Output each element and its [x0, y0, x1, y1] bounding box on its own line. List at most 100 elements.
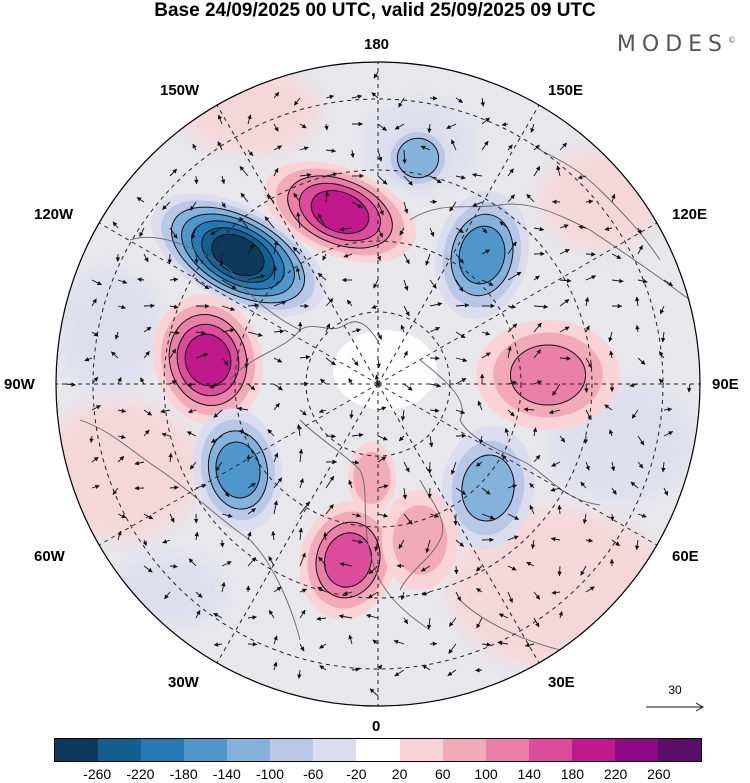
- wind-arrow: [143, 429, 150, 437]
- wind-arrow: [481, 352, 491, 359]
- wind-arrow: [136, 197, 145, 203]
- wind-arrow: [475, 667, 483, 673]
- wind-arrow: [499, 221, 509, 229]
- wind-arrow: [319, 643, 327, 649]
- lon-label-90e: 90E: [712, 376, 739, 393]
- wind-arrow: [398, 97, 405, 108]
- wind-arrow: [580, 481, 587, 489]
- wind-arrow: [420, 565, 431, 572]
- wind-arrow: [634, 296, 640, 307]
- wind-arrow: [194, 253, 199, 264]
- wind-arrow: [377, 227, 383, 238]
- wind-arrow: [273, 635, 278, 645]
- wind-arrow: [237, 406, 249, 412]
- wind-arrow: [398, 539, 405, 549]
- wind-arrow: [472, 201, 483, 207]
- wind-arrow: [533, 591, 541, 600]
- wind-arrow: [140, 377, 145, 385]
- wind-arrow: [559, 278, 572, 283]
- wind-arrow: [351, 667, 361, 672]
- wind-arrow: [399, 227, 405, 236]
- wind-arrow: [317, 586, 327, 593]
- lon-label-60e: 60E: [672, 548, 699, 565]
- polar-cap: [333, 330, 437, 410]
- wind-arrow: [403, 350, 408, 359]
- wind-arrow: [427, 123, 432, 134]
- wind-arrow: [559, 435, 566, 443]
- colorbar-tick-label: 260: [647, 766, 671, 782]
- wind-arrow: [169, 513, 175, 523]
- wind-arrow: [637, 278, 648, 284]
- meridian-line: [98, 222, 379, 385]
- wind-arrow: [299, 478, 304, 489]
- wind-arrow: [367, 591, 379, 599]
- wind-arrow: [377, 664, 383, 671]
- wind-arrow: [273, 477, 283, 489]
- wind-arrow: [403, 253, 410, 265]
- colorbar-tick-label: 140: [517, 766, 541, 782]
- lon-label-30w: 30W: [168, 674, 199, 691]
- wind-arrow: [325, 172, 338, 177]
- wind-arrow: [455, 487, 467, 495]
- wind-arrow: [559, 299, 570, 307]
- wind-arrow: [523, 407, 535, 412]
- wind-arrow: [578, 225, 587, 230]
- wind-arrow: [507, 484, 518, 489]
- wind-arrow: [264, 216, 275, 229]
- wind-arrow: [299, 354, 311, 360]
- wind-arrow: [481, 140, 489, 151]
- colorbar-segment: [227, 739, 271, 761]
- wind-arrow: [429, 175, 442, 184]
- wind-arrow: [475, 565, 483, 572]
- wind-arrow: [348, 378, 353, 385]
- wind-arrow: [455, 539, 465, 547]
- wind-arrow: [348, 479, 353, 489]
- negative-anomaly: [384, 126, 452, 190]
- wind-arrow: [429, 227, 435, 237]
- wind-arrow: [471, 172, 483, 178]
- wind-arrow: [299, 146, 309, 151]
- meridians: [56, 62, 700, 706]
- wind-arrow: [377, 484, 389, 489]
- wind-arrow: [609, 429, 614, 437]
- wind-arrow: [239, 429, 249, 437]
- wind-arrow: [582, 513, 588, 524]
- wind-arrow: [507, 513, 520, 520]
- wind-arrow: [351, 94, 363, 99]
- wind-arrow: [480, 97, 485, 107]
- wind-arrow: [239, 216, 249, 229]
- wind-arrow: [112, 487, 119, 496]
- wind-arrow: [507, 535, 519, 541]
- meridian-line: [377, 383, 540, 664]
- wind-arrow: [209, 383, 223, 389]
- wind-arrow: [188, 558, 197, 567]
- wind-arrow: [400, 409, 406, 421]
- wind-arrow: [428, 435, 434, 448]
- wind-arrow: [273, 357, 283, 363]
- wind-arrow: [559, 142, 568, 151]
- wind-arrow: [325, 298, 334, 307]
- wind-arrow: [585, 252, 596, 257]
- wind-arrow: [325, 504, 334, 515]
- lon-label-180: 180: [364, 36, 390, 53]
- wind-arrow: [221, 561, 232, 567]
- wind-arrow: [447, 669, 457, 676]
- wind-arrow: [507, 144, 513, 151]
- meridian-line: [377, 104, 540, 385]
- wind-arrow: [451, 139, 457, 151]
- wind-arrow: [449, 201, 457, 212]
- wind-arrow: [526, 561, 535, 567]
- wind-arrow: [637, 435, 645, 446]
- wind-arrow: [455, 378, 467, 385]
- wind-arrow: [635, 324, 640, 333]
- colorbar-segment: [485, 739, 529, 761]
- wind-arrow: [372, 639, 379, 645]
- wind-arrow: [273, 661, 278, 671]
- wind-arrow: [320, 378, 327, 385]
- wind-arrow: [319, 665, 327, 671]
- wind-arrow: [298, 448, 304, 463]
- wind-arrow: [325, 148, 337, 153]
- wind-arrow: [533, 454, 541, 463]
- lon-label-90w: 90W: [4, 376, 35, 393]
- wind-arrow: [403, 461, 410, 473]
